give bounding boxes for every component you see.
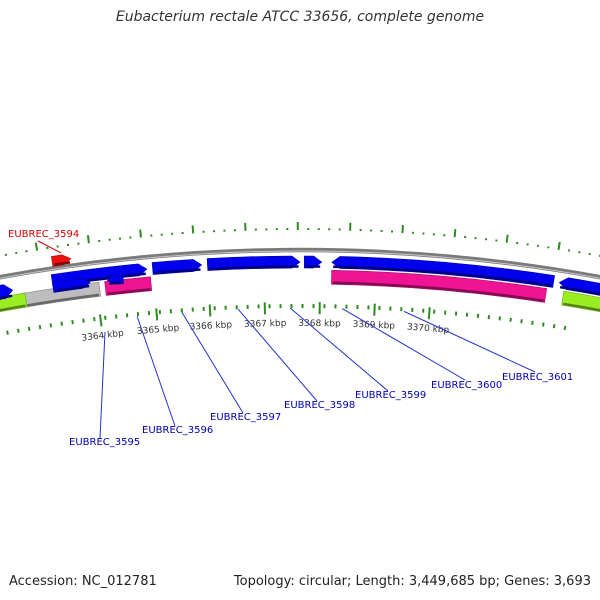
forward-cds — [304, 255, 323, 269]
genome-backbone — [0, 247, 600, 280]
other-feature-edge — [0, 304, 26, 312]
outer-tick-mark — [34, 242, 39, 251]
outer-tick-mark — [139, 229, 142, 238]
major-tick-mark — [373, 303, 376, 316]
outer-tick-mark — [505, 234, 509, 243]
gene-leader-line — [341, 308, 466, 381]
forward-cds-edge — [559, 285, 600, 296]
major-tick-mark — [155, 308, 159, 321]
inner-tick-mark — [17, 328, 20, 333]
inner-tick-mark — [563, 325, 567, 331]
rna-feature-edge — [332, 281, 544, 302]
other-feature-edge — [562, 302, 600, 312]
gene-label-eubrec_3601: EUBREC_3601 — [502, 372, 573, 383]
outer-tick-mark — [86, 235, 90, 244]
gene-label-eubrec_3598: EUBREC_3598 — [284, 400, 355, 411]
gene-leader-line — [37, 240, 62, 254]
outer-tick-mark — [557, 241, 561, 251]
inner-tick-mark — [93, 317, 96, 322]
scale-tick-label: 3366 kbp — [189, 320, 232, 332]
outer-tick-mark — [453, 229, 457, 238]
reverse-cds — [0, 284, 14, 300]
gene-leader-line — [237, 308, 318, 402]
map-title: Eubacterium rectale ATCC 33656, complete… — [115, 9, 485, 25]
scale-tick-label: 3367 kbp — [244, 319, 287, 330]
major-tick-mark — [427, 307, 431, 320]
outer-tick-mark — [191, 225, 195, 234]
inner-tick-mark — [531, 320, 534, 325]
inner-tick-mark — [38, 324, 42, 330]
inner-tick-mark — [82, 318, 85, 323]
other-feature — [561, 290, 600, 313]
inner-tick-mark — [509, 317, 512, 322]
gene-leader-line — [403, 310, 536, 373]
forward-cds-edge — [154, 268, 201, 275]
inner-tick-mark — [542, 322, 545, 327]
gene-leader-line — [289, 307, 389, 392]
inner-tick-mark — [6, 330, 9, 335]
reverse-cds-edge — [0, 294, 13, 300]
reverse-cds-edge — [54, 284, 90, 293]
inner-tick-mark — [552, 324, 556, 329]
scale-tick-label: 3369 kbp — [352, 320, 395, 332]
gene-label-eubrec_3595: EUBREC_3595 — [69, 437, 140, 448]
gene-leader-line — [99, 331, 106, 439]
reverse-cds-edge — [109, 280, 123, 285]
genome-summary: Topology: circular; Length: 3,449,685 bp… — [233, 574, 591, 589]
forward-cds-edge — [209, 265, 299, 271]
gene-label-eubrec_3600: EUBREC_3600 — [431, 380, 502, 391]
gene-label-eubrec_3599: EUBREC_3599 — [355, 390, 426, 401]
scale-tick-label: 3368 kbp — [298, 319, 341, 330]
genome-backbone-highlight — [0, 250, 600, 279]
scale-tick-label: 3370 kbp — [406, 322, 449, 335]
major-tick-mark — [99, 314, 103, 327]
scale-tick-label: 3365 kbp — [137, 323, 180, 337]
gene-label-eubrec_3594: EUBREC_3594 — [8, 229, 79, 240]
inner-tick-mark — [27, 326, 31, 332]
highlighted-gene-edge — [53, 261, 71, 266]
inner-tick-mark — [71, 319, 74, 325]
gene-leader-line — [181, 312, 244, 414]
gene-leader-line — [136, 316, 176, 427]
gene-label-eubrec_3597: EUBREC_3597 — [210, 412, 281, 423]
gene-label-eubrec_3596: EUBREC_3596 — [142, 425, 213, 436]
inner-tick-mark — [520, 319, 523, 324]
forward-cds-edge — [333, 265, 552, 287]
inner-tick-mark — [49, 323, 53, 328]
rna-feature-edge — [107, 288, 151, 296]
accession-label: Accession: NC_012781 — [9, 574, 157, 589]
scale-tick-label: 3364 kbp — [81, 329, 125, 344]
major-tick-mark — [208, 304, 212, 317]
inner-tick-mark — [60, 321, 63, 326]
